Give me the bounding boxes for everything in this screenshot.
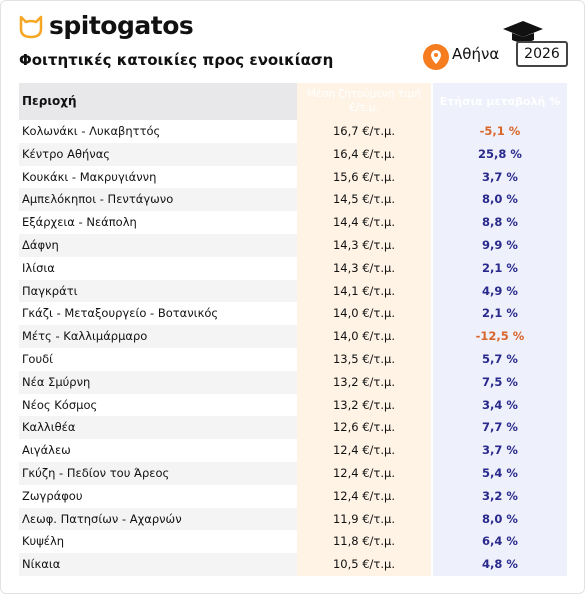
- price-cell: 12,4 €/τ.μ.: [297, 439, 431, 462]
- table-row: Γκάζι - Μεταξουργείο - Βοτανικός 14,0 €/τ…: [19, 302, 567, 326]
- change-cell: 9,9 %: [433, 233, 567, 257]
- price-cell: 16,4 €/τ.μ.: [297, 142, 431, 166]
- area-cell: Κυψέλη: [22, 534, 65, 549]
- table-row: Νέος Κόσμος 13,2 €/τ.μ. 3,4 %: [19, 393, 567, 417]
- change-cell: 4,8 %: [433, 553, 567, 576]
- column-header: Ετήσια μεταβολή %: [433, 83, 567, 120]
- area-cell: Κουκάκι - Μακρυγιάννη: [22, 169, 157, 184]
- table-row: Αμπελόκηποι - Πεντάγωνο 14,5 €/τ.μ. 8,0 %: [19, 188, 567, 212]
- price-cell: 13,2 €/τ.μ.: [297, 393, 431, 417]
- change-cell: 3,4 %: [433, 393, 567, 417]
- price-cell: 14,0 €/τ.μ.: [297, 302, 431, 326]
- column-header: Περιοχή: [19, 83, 297, 120]
- price-cell: 13,5 €/τ.μ.: [297, 347, 431, 371]
- logo-icon: [19, 15, 43, 39]
- price-cell: 11,8 €/τ.μ.: [297, 530, 431, 554]
- area-cell: Λεωφ. Πατησίων - Αχαρνών: [19, 507, 297, 531]
- table-row: Λεωφ. Πατησίων - Αχαρνών 11,9 €/τ.μ. 8,0 %: [19, 507, 567, 531]
- area-cell: Δάφνη: [19, 233, 297, 257]
- change-cell: 7,5 %: [433, 370, 567, 394]
- change-cell: 8,0 %: [433, 188, 567, 212]
- city: Αθήνα: [452, 45, 500, 63]
- area-cell: Καλλιθέα: [19, 416, 297, 440]
- change-cell: 8,8 %: [433, 211, 567, 234]
- table-row: Παγκράτι 14,1 €/τ.μ. 4,9 %: [19, 279, 567, 303]
- cap-icon: [503, 21, 543, 43]
- area-cell: Αμπελόκηποι - Πεντάγωνο: [19, 188, 297, 212]
- table-row: Δάφνη 14,3 €/τ.μ. 9,9 %: [19, 233, 567, 257]
- table-row: Γουδί 13,5 €/τ.μ. 5,7 %: [19, 347, 567, 371]
- area-cell: Παγκράτι: [19, 279, 297, 303]
- header-row: Περιοχή Μέση ζητούμενη τιμή €/τ.μ. Ετήσι…: [19, 83, 567, 120]
- area-cell: Γκάζι - Μεταξουργείο - Βοτανικός: [22, 306, 219, 321]
- area-cell: Κέντρο Αθήνας: [19, 142, 297, 166]
- table-row: Νέα Σμύρνη 13,2 €/τ.μ. 7,5 %: [19, 370, 567, 394]
- price-cell: 16,7 €/τ.μ.: [297, 120, 431, 143]
- area-cell: Αιγάλεω: [22, 443, 71, 458]
- change-cell: 3,7 %: [433, 439, 567, 462]
- year: 2026: [516, 41, 568, 67]
- table-row: Κολωνάκι - Λυκαβηττός 16,7 €/τ.μ. -5,1 %: [19, 120, 567, 143]
- price-cell: 11,9 €/τ.μ.: [297, 507, 431, 531]
- change-cell: 6,4 %: [433, 530, 567, 554]
- price-cell: 14,3 €/τ.μ.: [297, 256, 431, 280]
- change-cell: 8,0 %: [433, 507, 567, 531]
- change-cell: -5,1 %: [433, 120, 567, 143]
- pin-icon: [423, 44, 449, 70]
- change-cell: 25,8 %: [433, 142, 567, 166]
- area-cell: Κολωνάκι - Λυκαβηττός: [22, 124, 161, 138]
- price-cell: 12,4 €/τ.μ.: [297, 484, 431, 508]
- area-cell: Γουδί: [22, 351, 54, 366]
- change-cell: 2,1 %: [433, 302, 567, 326]
- brand: spitogatos: [49, 11, 194, 40]
- table-row: Κουκάκι - Μακρυγιάννη 15,6 €/τ.μ. 3,7 %: [19, 165, 567, 189]
- change-cell: 5,4 %: [433, 461, 567, 485]
- change-cell: 3,7 %: [433, 165, 567, 189]
- area-cell: Ζωγράφου: [22, 488, 83, 503]
- price-cell: 15,6 €/τ.μ.: [297, 165, 431, 189]
- table: Περιοχή Μέση ζητούμενη τιμή €/τ.μ. Ετήσι…: [19, 83, 567, 576]
- area-cell: Νέα Σμύρνη: [19, 370, 297, 394]
- change-cell: -12,5 %: [433, 325, 567, 348]
- price-cell: 14,5 €/τ.μ.: [297, 188, 431, 212]
- price-cell: 13,2 €/τ.μ.: [297, 370, 431, 394]
- table-row: Κυψέλη 11,8 €/τ.μ. 6,4 %: [19, 530, 567, 554]
- area-cell: Μέτς - Καλλιμάρμαρο: [19, 325, 297, 348]
- table-row: Αιγάλεω 12,4 €/τ.μ. 3,7 %: [19, 439, 567, 462]
- area-cell: Νίκαια: [19, 553, 297, 576]
- price-cell: 14,4 €/τ.μ.: [297, 211, 431, 234]
- price-cell: 14,3 €/τ.μ.: [297, 233, 431, 257]
- table-row: Εξάρχεια - Νεάπολη 14,4 €/τ.μ. 8,8 %: [19, 211, 567, 234]
- change-cell: 2,1 %: [433, 256, 567, 280]
- column-header: Μέση ζητούμενη τιμή €/τ.μ.: [297, 83, 431, 120]
- title: Φοιτητικές κατοικίες προς ενοικίαση: [19, 51, 334, 69]
- area-cell: Εξάρχεια - Νεάπολη: [22, 215, 137, 230]
- area-cell: Γκύζη - Πεδίον του Άρεος: [19, 461, 297, 485]
- change-cell: 3,2 %: [433, 484, 567, 508]
- table-row: Ζωγράφου 12,4 €/τ.μ. 3,2 %: [19, 484, 567, 508]
- table-row: Καλλιθέα 12,6 €/τ.μ. 7,7 %: [19, 416, 567, 440]
- table-row: Κέντρο Αθήνας 16,4 €/τ.μ. 25,8 %: [19, 142, 567, 166]
- area-cell: Ιλίσια: [22, 260, 55, 275]
- table-row: Μέτς - Καλλιμάρμαρο 14,0 €/τ.μ. -12,5 %: [19, 325, 567, 348]
- price-cell: 12,6 €/τ.μ.: [297, 416, 431, 440]
- table-row: Γκύζη - Πεδίον του Άρεος 12,4 €/τ.μ. 5,4 %: [19, 461, 567, 485]
- change-cell: 7,7 %: [433, 416, 567, 440]
- price-cell: 10,5 €/τ.μ.: [297, 553, 431, 576]
- price-cell: 12,4 €/τ.μ.: [297, 461, 431, 485]
- area-cell: Νέος Κόσμος: [22, 397, 98, 412]
- table-row: Νίκαια 10,5 €/τ.μ. 4,8 %: [19, 553, 567, 576]
- table-row: Ιλίσια 14,3 €/τ.μ. 2,1 %: [19, 256, 567, 280]
- price-cell: 14,1 €/τ.μ.: [297, 279, 431, 303]
- change-cell: 5,7 %: [433, 347, 567, 371]
- change-cell: 4,9 %: [433, 279, 567, 303]
- price-cell: 14,0 €/τ.μ.: [297, 325, 431, 348]
